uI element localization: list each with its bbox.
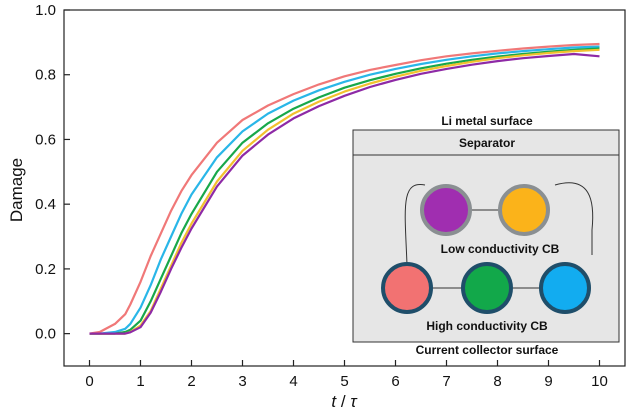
x-tick-label: 0 xyxy=(85,373,93,390)
wire-right xyxy=(554,182,594,255)
x-tick-label: 2 xyxy=(187,373,195,390)
y-axis-ticks: 0.0 0.2 0.4 0.6 0.8 1.0 xyxy=(35,2,70,343)
series-line-1 xyxy=(89,42,600,335)
y-tick-label: 0.8 xyxy=(35,67,56,84)
inset-top-label: Li metal surface xyxy=(441,114,533,128)
y-tick-label: 0.0 xyxy=(35,326,56,343)
series-lines xyxy=(89,42,600,335)
particle-green-high xyxy=(461,262,513,314)
x-axis-title: t / τ xyxy=(331,392,358,411)
y-axis-title: Damage xyxy=(7,158,26,222)
particle-orange-low xyxy=(498,184,550,236)
x-axis-ticks: 0 1 2 3 4 5 6 7 8 9 10 xyxy=(85,360,608,390)
x-tick-label: 3 xyxy=(238,373,246,390)
particle-purple-low xyxy=(420,184,472,236)
x-tick-label: 1 xyxy=(136,373,144,390)
inset-bottom-label: Current collector surface xyxy=(416,343,559,357)
y-tick-label: 0.2 xyxy=(35,261,56,278)
particle-red-high xyxy=(381,262,433,314)
y-tick-label: 0.4 xyxy=(35,196,56,213)
x-tick-label: 6 xyxy=(391,373,399,390)
x-tick-label: 4 xyxy=(289,373,297,390)
x-tick-label: 10 xyxy=(591,373,608,390)
high-conductivity-label: High conductivity CB xyxy=(426,319,548,333)
y-tick-label: 1.0 xyxy=(35,2,56,19)
inset-schematic: Li metal surface Separator Low conductiv… xyxy=(352,114,620,357)
series-line-2 xyxy=(89,45,600,335)
separator-label: Separator xyxy=(459,136,515,150)
x-tick-label: 7 xyxy=(442,373,450,390)
x-tick-label: 5 xyxy=(340,373,348,390)
x-tick-label: 8 xyxy=(493,373,501,390)
series-line-3 xyxy=(89,47,600,335)
wire-left xyxy=(404,183,426,282)
y-tick-label: 0.6 xyxy=(35,131,56,148)
series-line-5 xyxy=(89,52,600,335)
particle-blue-high xyxy=(539,262,591,314)
low-conductivity-label: Low conductivity CB xyxy=(441,242,560,256)
x-tick-label: 9 xyxy=(544,373,552,390)
